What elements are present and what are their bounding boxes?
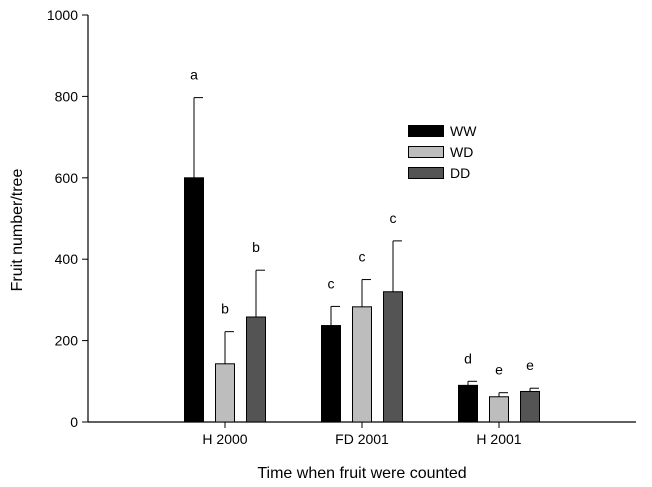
y-tick-label: 1000 [47, 7, 78, 23]
x-tick-label: H 2001 [476, 431, 521, 447]
legend-swatch-dd [408, 166, 444, 179]
legend: WW WD DD [408, 120, 476, 183]
bar [458, 384, 478, 423]
x-axis-label: Time when fruit were counted [257, 465, 467, 482]
significance-label: b [221, 301, 229, 317]
significance-label: a [190, 67, 198, 83]
legend-label-dd: DD [450, 164, 471, 181]
significance-label: c [328, 275, 335, 291]
legend-label-ww: WW [450, 122, 477, 139]
bar [383, 291, 403, 423]
bar [184, 177, 204, 423]
y-tick-label: 0 [70, 414, 78, 430]
y-tick-label: 600 [55, 170, 79, 186]
legend-swatch-ww [408, 124, 444, 137]
bar [352, 306, 372, 423]
significance-label: c [390, 210, 397, 226]
bar [215, 363, 235, 423]
y-tick-label: 400 [55, 251, 79, 267]
significance-label: d [464, 350, 472, 366]
bar [489, 396, 509, 423]
y-tick-label: 200 [55, 333, 79, 349]
bar [246, 316, 266, 423]
significance-label: c [359, 249, 366, 265]
y-axis-label: Fruit number/tree [9, 168, 26, 292]
bar [321, 325, 341, 423]
significance-label: e [526, 357, 534, 373]
y-tick-label: 800 [55, 88, 79, 104]
x-tick-label: H 2000 [202, 431, 247, 447]
legend-item-wd: WD [408, 141, 476, 162]
legend-swatch-wd [408, 145, 444, 158]
x-tick-label: FD 2001 [335, 431, 389, 447]
legend-label-wd: WD [450, 143, 474, 160]
legend-item-dd: DD [408, 162, 476, 183]
significance-label: e [495, 362, 503, 378]
legend-item-ww: WW [408, 120, 476, 141]
bar [520, 390, 540, 423]
y-axis-label-box: Fruit number/tree [6, 150, 30, 310]
significance-label: b [252, 239, 260, 255]
